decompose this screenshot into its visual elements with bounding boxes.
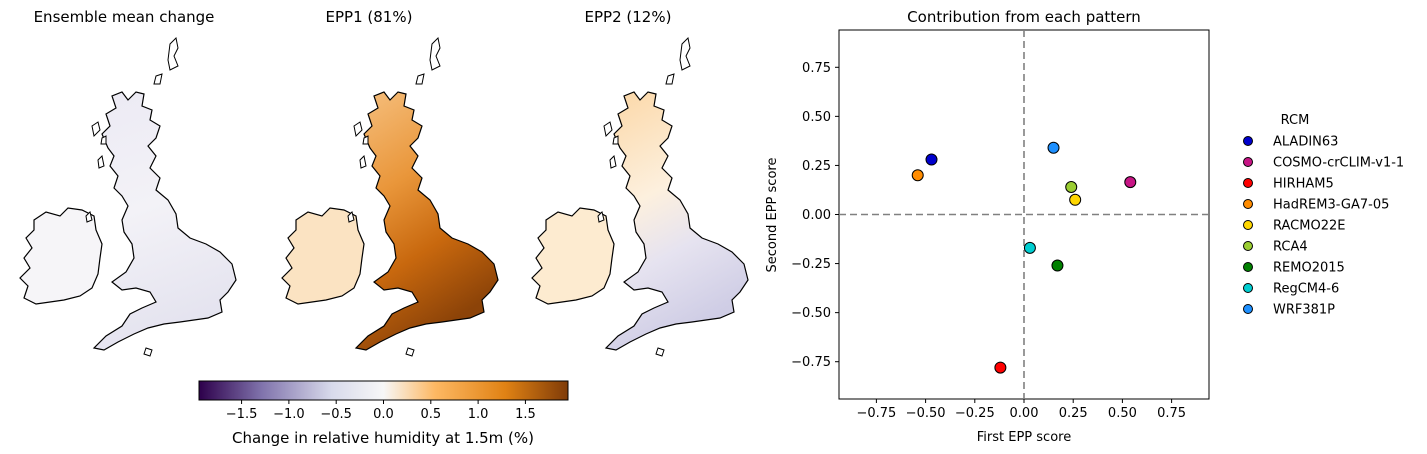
legend-marker bbox=[1243, 262, 1253, 272]
x-tick-label: −0.25 bbox=[955, 406, 995, 421]
legend-title: RCM bbox=[1281, 113, 1310, 128]
y-tick-label: −0.50 bbox=[791, 306, 831, 321]
colorbar-tick-label: −1.0 bbox=[273, 407, 305, 422]
ireland-outline bbox=[281, 207, 365, 305]
scatter-chart: Contribution from each pattern −0.75 −0.5… bbox=[765, 8, 1210, 445]
legend-label: RCA4 bbox=[1273, 240, 1308, 255]
legend-marker bbox=[1243, 220, 1253, 230]
legend-label: WRF381P bbox=[1273, 303, 1335, 318]
point-aladin63 bbox=[925, 153, 938, 166]
point-cosmo-crclim-v1-1 bbox=[1124, 176, 1137, 189]
legend-items: ALADIN63 COSMO-crCLIM-v1-1 HIRHAM5 HadREM3-… bbox=[1243, 135, 1404, 318]
y-tick-label: −0.25 bbox=[791, 257, 831, 272]
y-tick-label: −0.75 bbox=[791, 355, 831, 370]
ireland-outline bbox=[19, 207, 103, 305]
map-epp1: EPP1 (81%) bbox=[281, 8, 499, 357]
x-tick-label: 0.50 bbox=[1108, 406, 1137, 421]
map-title-3: EPP2 (12%) bbox=[585, 8, 672, 26]
legend-label: RACMO22E bbox=[1273, 219, 1345, 234]
colorbar-gradient bbox=[198, 380, 569, 401]
ireland-outline bbox=[531, 207, 615, 305]
point-regcm4-6 bbox=[1023, 241, 1036, 254]
point-wrf381p bbox=[1047, 141, 1060, 154]
y-tick-label: 0.75 bbox=[802, 61, 831, 76]
map-ensemble-mean: Ensemble mean change bbox=[19, 8, 237, 357]
x-tick-label: 0.75 bbox=[1157, 406, 1186, 421]
legend-label: REMO2015 bbox=[1273, 261, 1345, 276]
colorbar-tick-label: −1.5 bbox=[226, 407, 258, 422]
gb-outline bbox=[93, 91, 237, 351]
point-remo2015 bbox=[1051, 259, 1064, 272]
map-epp2: EPP2 (12%) bbox=[531, 8, 749, 357]
x-tick-label: −0.75 bbox=[856, 406, 896, 421]
legend-label: RegCM4-6 bbox=[1273, 282, 1339, 297]
legend: RCM ALADIN63 COSMO-crCLIM-v1-1 HIRHAM5 HadR… bbox=[1243, 113, 1404, 318]
colorbar-label: Change in relative humidity at 1.5m (%) bbox=[232, 429, 534, 447]
legend-marker bbox=[1243, 283, 1253, 293]
y-axis-ticks: −0.75 −0.50 −0.25 0.00 0.25 0.50 0.75 bbox=[791, 61, 839, 370]
colorbar: −1.5 −1.0 −0.5 0.0 0.5 1.0 1.5 Change in relat… bbox=[198, 380, 569, 447]
colorbar-tick-label: 1.5 bbox=[515, 407, 536, 422]
legend-marker bbox=[1243, 178, 1253, 188]
gb-outline bbox=[605, 91, 749, 351]
colorbar-tick-label: 1.0 bbox=[468, 407, 489, 422]
chart-title: Contribution from each pattern bbox=[907, 8, 1141, 26]
point-hadrem3-ga7-05 bbox=[911, 169, 924, 182]
x-tick-label: 0.00 bbox=[1010, 406, 1039, 421]
point-racmo22e bbox=[1069, 193, 1082, 206]
x-tick-label: −0.50 bbox=[906, 406, 946, 421]
point-hirham5 bbox=[994, 361, 1007, 374]
map-title-2: EPP1 (81%) bbox=[326, 8, 413, 26]
legend-marker bbox=[1243, 241, 1253, 251]
x-tick-label: 0.25 bbox=[1059, 406, 1088, 421]
scatter-points bbox=[911, 141, 1137, 374]
colorbar-tick-label: 0.5 bbox=[420, 407, 441, 422]
gb-outline bbox=[355, 91, 499, 351]
colorbar-tick-label: 0.0 bbox=[373, 407, 394, 422]
y-tick-label: 0.50 bbox=[802, 110, 831, 125]
colorbar-tick-label: −0.5 bbox=[320, 407, 352, 422]
map-title-1: Ensemble mean change bbox=[34, 8, 215, 26]
colorbar-ticks: −1.5 −1.0 −0.5 0.0 0.5 1.0 1.5 bbox=[226, 400, 536, 422]
x-axis-label: First EPP score bbox=[977, 430, 1071, 445]
legend-label: COSMO-crCLIM-v1-1 bbox=[1273, 156, 1404, 171]
x-axis-ticks: −0.75 −0.50 −0.25 0.00 0.25 0.50 0.75 bbox=[856, 399, 1186, 421]
legend-marker bbox=[1243, 304, 1253, 314]
legend-marker bbox=[1243, 136, 1253, 146]
legend-label: ALADIN63 bbox=[1273, 135, 1338, 150]
point-rca4 bbox=[1065, 181, 1078, 194]
y-axis-label: Second EPP score bbox=[765, 158, 780, 273]
legend-label: HIRHAM5 bbox=[1273, 177, 1334, 192]
legend-marker bbox=[1243, 199, 1253, 209]
legend-marker bbox=[1243, 157, 1253, 167]
legend-label: HadREM3-GA7-05 bbox=[1273, 198, 1389, 213]
y-tick-label: 0.25 bbox=[802, 159, 831, 174]
y-tick-label: 0.00 bbox=[802, 208, 831, 223]
